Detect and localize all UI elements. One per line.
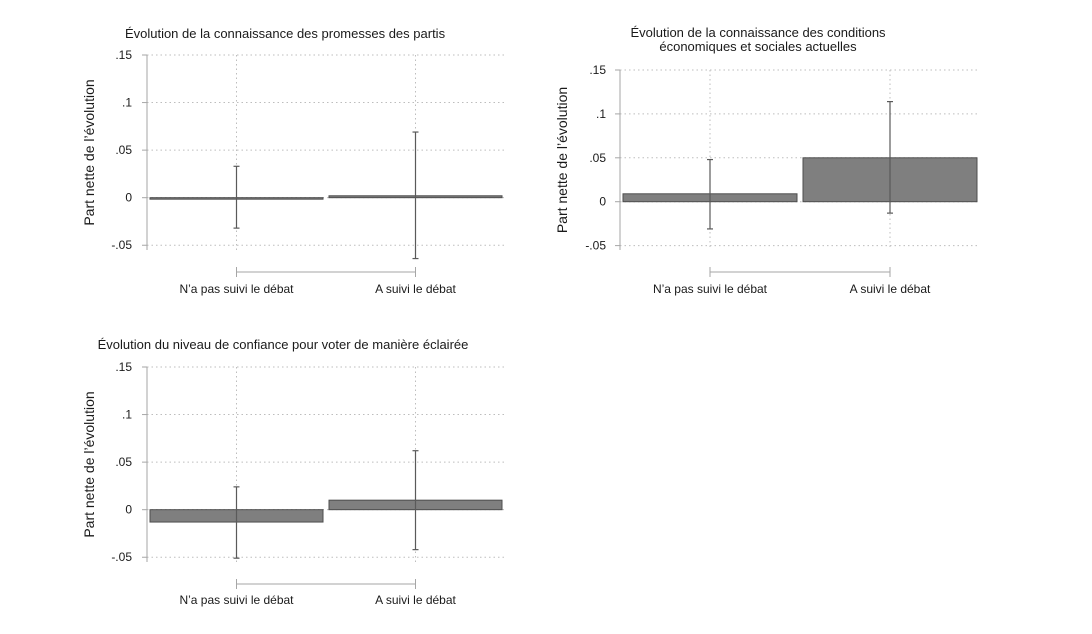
y-tick-label: -.05	[585, 239, 606, 253]
y-tick-label: .1	[122, 96, 132, 110]
y-tick-label: -.05	[111, 238, 132, 252]
x-tick-label: A suivi le débat	[375, 593, 456, 607]
chart-title: Évolution de la connaissance des promess…	[125, 26, 446, 41]
y-axis-label: Part nette de l’évolution	[81, 391, 97, 537]
x-tick-label: N’a pas suivi le débat	[179, 282, 294, 296]
y-tick-label: .15	[115, 48, 132, 62]
chart-panel-1: Évolution de la connaissance des promess…	[81, 26, 505, 296]
x-tick-label: N’a pas suivi le débat	[653, 282, 768, 296]
y-tick-label: 0	[125, 191, 132, 205]
y-tick-label: .05	[589, 151, 606, 165]
y-tick-label: .1	[596, 107, 606, 121]
chart-title: Évolution de la connaissance des conditi…	[630, 25, 886, 40]
y-tick-label: .15	[115, 360, 132, 374]
x-tick-label: A suivi le débat	[375, 282, 456, 296]
chart-title: économiques et sociales actuelles	[659, 39, 857, 54]
x-tick-label: N’a pas suivi le débat	[179, 593, 294, 607]
chart-panel-3: Évolution du niveau de confiance pour vo…	[81, 337, 505, 607]
x-tick-label: A suivi le débat	[850, 282, 931, 296]
y-tick-label: 0	[125, 503, 132, 517]
y-tick-label: .1	[122, 408, 132, 422]
chart-title: Évolution du niveau de confiance pour vo…	[98, 337, 469, 352]
y-tick-label: .05	[115, 143, 132, 157]
y-axis-label: Part nette de l’évolution	[554, 87, 570, 233]
y-tick-label: .15	[589, 63, 606, 77]
chart-panel-2: Évolution de la connaissance des conditi…	[554, 25, 980, 296]
y-tick-label: 0	[599, 195, 606, 209]
y-axis-label: Part nette de l’évolution	[81, 79, 97, 225]
y-tick-label: -.05	[111, 550, 132, 564]
y-tick-label: .05	[115, 455, 132, 469]
